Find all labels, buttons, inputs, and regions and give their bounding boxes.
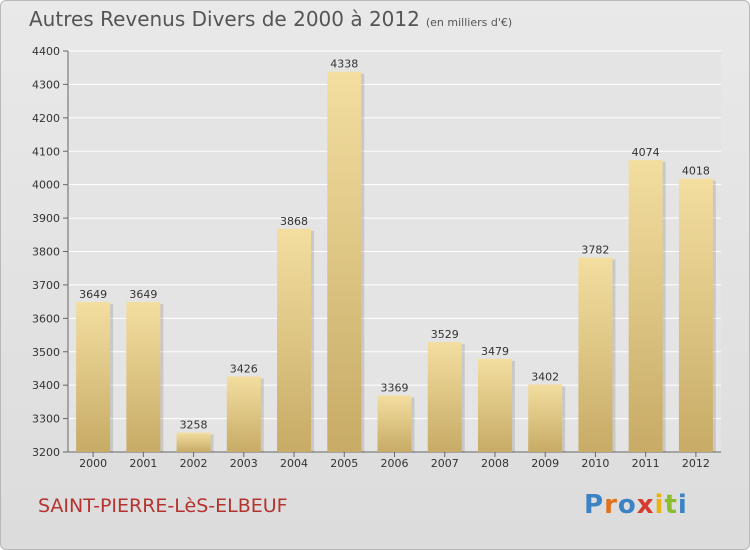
logo-letter: P	[584, 490, 605, 520]
y-tick-label: 3800	[32, 246, 60, 259]
bar-value-label: 4074	[632, 146, 660, 159]
label-layer: 3649 3649 3258 3426 3868 4338 3369 3529 3479 3402…	[79, 58, 710, 432]
y-tick-label: 4300	[32, 78, 60, 91]
y-tick-label: 3500	[32, 346, 60, 359]
logo-letter: x	[636, 490, 655, 520]
bar	[176, 432, 211, 452]
x-tick-label: 2000	[79, 457, 107, 470]
y-tick-label: 3600	[32, 312, 60, 325]
proxiti-logo[interactable]: Proxiti	[584, 490, 688, 520]
logo-letter: r	[604, 490, 618, 520]
bar	[377, 395, 412, 452]
bar-value-label: 3402	[531, 370, 559, 383]
logo-letter: o	[617, 490, 637, 520]
bar-value-label: 3426	[230, 362, 258, 375]
bar	[76, 301, 111, 452]
x-tick-label: 2005	[330, 457, 358, 470]
y-tick-label: 3200	[32, 446, 60, 459]
x-tick-label: 2008	[481, 457, 509, 470]
x-tick-label: 2002	[180, 457, 208, 470]
axis-layer: 3200 3300 3400 3500 3600 3700 3800 3900 4000 4100…	[32, 45, 721, 470]
x-tick-label: 2011	[632, 457, 660, 470]
y-tick-label: 4000	[32, 179, 60, 192]
logo-letter: i	[654, 490, 665, 520]
bar-value-label: 3529	[431, 328, 459, 341]
x-tick-label: 2007	[431, 457, 459, 470]
bar-value-label: 3649	[129, 288, 157, 301]
bar-value-label: 3258	[180, 419, 208, 432]
y-tick-label: 4200	[32, 112, 60, 125]
bar	[427, 342, 462, 452]
bar-value-label: 3868	[280, 215, 308, 228]
logo-letter: t	[664, 490, 678, 520]
chart-unit: (en milliers d'€)	[425, 16, 513, 29]
bar	[126, 301, 161, 452]
chart-title-text: Autres Revenus Divers de 2000 à 2012	[29, 7, 420, 31]
bar	[226, 376, 261, 452]
bar-value-label: 3782	[581, 244, 609, 257]
x-tick-label: 2006	[381, 457, 409, 470]
x-tick-label: 2010	[581, 457, 609, 470]
bar-value-label: 4018	[682, 165, 710, 178]
y-tick-label: 3900	[32, 212, 60, 225]
bar	[528, 384, 563, 452]
logo-letter: i	[677, 490, 688, 520]
bar	[477, 358, 512, 452]
bar	[628, 159, 663, 452]
bar-value-label: 3649	[79, 288, 107, 301]
x-tick-label: 2001	[129, 457, 157, 470]
bar	[277, 228, 312, 452]
bar-value-label: 4338	[330, 58, 358, 71]
y-tick-label: 4400	[32, 45, 60, 58]
x-tick-label: 2012	[682, 457, 710, 470]
x-tick-label: 2009	[531, 457, 559, 470]
bar	[327, 71, 362, 453]
bar-value-label: 3369	[381, 382, 409, 395]
bar	[578, 257, 613, 452]
x-tick-label: 2003	[230, 457, 258, 470]
y-tick-label: 3700	[32, 279, 60, 292]
y-tick-label: 3300	[32, 413, 60, 426]
chart-title: Autres Revenus Divers de 2000 à 2012 (en …	[29, 7, 512, 31]
bar	[678, 178, 713, 452]
x-tick-label: 2004	[280, 457, 308, 470]
y-tick-label: 4100	[32, 145, 60, 158]
bar-value-label: 3479	[481, 345, 509, 358]
y-tick-label: 3400	[32, 379, 60, 392]
place-name: SAINT-PIERRE-LèS-ELBEUF	[38, 495, 288, 517]
bar-layer	[76, 71, 716, 453]
